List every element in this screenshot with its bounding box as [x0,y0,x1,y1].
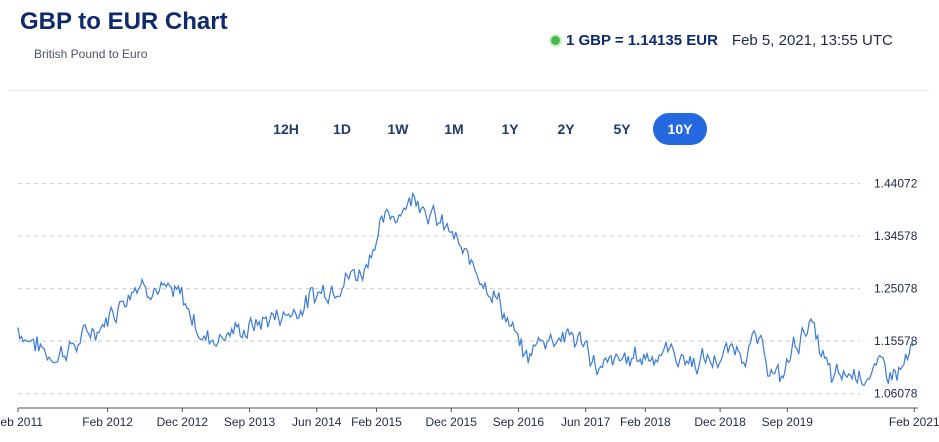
x-tick-label: Dec 2012 [157,415,209,429]
y-tick-label: 1.34578 [874,229,918,243]
y-tick-label: 1.44072 [874,176,918,190]
y-tick-label: 1.25078 [874,282,918,296]
rate-timestamp: Feb 5, 2021, 13:55 UTC [731,32,893,49]
tab-5y[interactable]: 5Y [613,121,631,137]
tab-12h[interactable]: 12H [273,121,299,137]
y-tick-label: 1.06078 [874,387,918,401]
x-tick-label: Feb 2021 [889,415,939,429]
x-tick-label: Dec 2015 [426,415,478,429]
tab-1y[interactable]: 1Y [501,121,519,137]
x-tick-label: Feb 2015 [351,415,402,429]
header-divider [10,90,929,91]
gbp-eur-rate-line [17,191,915,386]
y-tick-label: 1.15578 [874,334,918,348]
tab-2y[interactable]: 2Y [557,121,575,137]
current-rate: 1 GBP = 1.14135 EUR Feb 5, 2021, 13:55 U… [551,32,893,49]
range-tabs: 12H 1D 1W 1M 1Y 2Y 5Y 10Y [258,113,710,145]
tab-1w[interactable]: 1W [387,121,409,137]
x-tick-label: Sep 2019 [762,415,814,429]
x-tick-label: Feb 2011 [0,415,43,429]
x-tick-label: Dec 2018 [694,415,746,429]
tab-1m[interactable]: 1M [444,121,464,137]
live-status-dot [551,36,560,45]
tab-10y[interactable]: 10Y [653,113,707,145]
chart-title: GBP to EUR Chart [20,8,228,35]
chart-subtitle: British Pound to Euro [34,47,148,61]
x-tick-label: Feb 2018 [620,415,671,429]
x-tick-label: Sep 2016 [493,415,545,429]
x-tick-label: Feb 2012 [82,415,133,429]
x-tick-label: Jun 2017 [561,415,611,429]
x-tick-label: Jun 2014 [292,415,342,429]
rate-value: 1 GBP = 1.14135 EUR [566,32,718,49]
tab-1d[interactable]: 1D [333,121,351,137]
x-tick-label: Sep 2013 [224,415,276,429]
